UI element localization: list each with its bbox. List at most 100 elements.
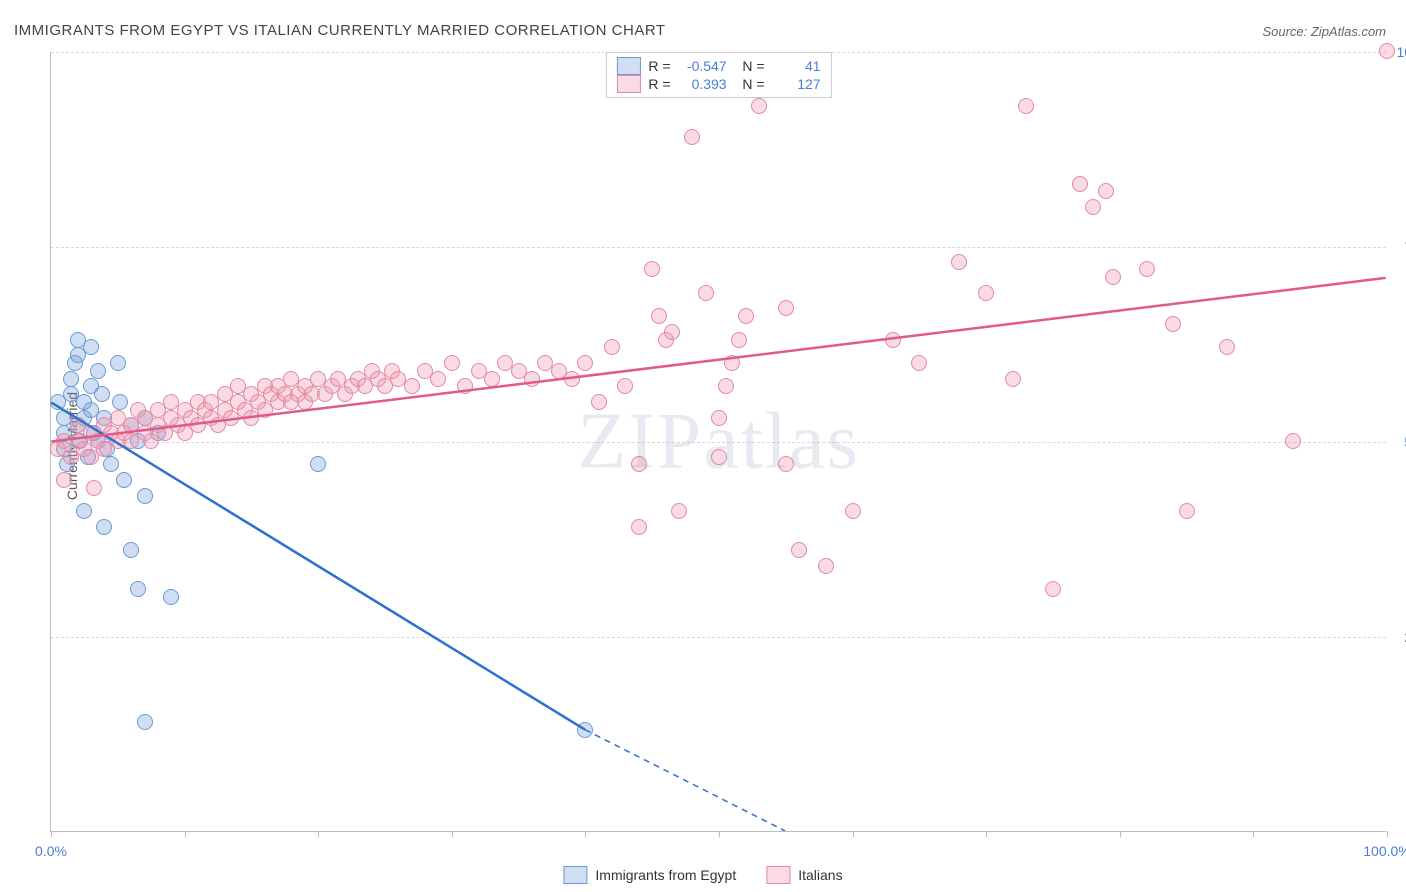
data-point: [404, 378, 420, 394]
y-tick-label: 0.0%: [1394, 824, 1406, 840]
legend-swatch: [766, 866, 790, 884]
y-tick-label: 25.0%: [1394, 629, 1406, 645]
data-point: [684, 129, 700, 145]
x-tick-mark: [51, 831, 52, 837]
x-tick-mark: [1387, 831, 1388, 837]
data-point: [1005, 371, 1021, 387]
data-point: [1098, 183, 1114, 199]
data-point: [698, 285, 714, 301]
data-point: [1105, 269, 1121, 285]
data-point: [63, 371, 79, 387]
legend-r-value: -0.547: [679, 58, 727, 74]
data-point: [644, 261, 660, 277]
gridline-h: [51, 247, 1386, 248]
data-point: [444, 355, 460, 371]
data-point: [631, 519, 647, 535]
data-point: [1139, 261, 1155, 277]
data-point: [664, 324, 680, 340]
data-point: [1285, 433, 1301, 449]
data-point: [591, 394, 607, 410]
gridline-h: [51, 442, 1386, 443]
y-tick-label: 50.0%: [1394, 434, 1406, 450]
legend-label: Immigrants from Egypt: [595, 867, 736, 883]
legend-stat-row: R =0.393 N =127: [616, 75, 820, 93]
data-point: [457, 378, 473, 394]
legend-r-value: 0.393: [679, 76, 727, 92]
x-tick-mark: [719, 831, 720, 837]
legend-label: Italians: [798, 867, 842, 883]
data-point: [83, 339, 99, 355]
data-point: [1165, 316, 1181, 332]
data-point: [123, 542, 139, 558]
data-point: [845, 503, 861, 519]
data-point: [818, 558, 834, 574]
data-point: [112, 394, 128, 410]
legend-swatch: [616, 57, 640, 75]
gridline-h: [51, 637, 1386, 638]
data-point: [604, 339, 620, 355]
x-tick-mark: [318, 831, 319, 837]
y-tick-label: 75.0%: [1394, 239, 1406, 255]
data-point: [724, 355, 740, 371]
data-point: [310, 456, 326, 472]
data-point: [110, 355, 126, 371]
x-tick-mark: [585, 831, 586, 837]
trend-line-extrapolated: [585, 730, 785, 831]
legend-item: Italians: [766, 866, 842, 884]
data-point: [56, 472, 72, 488]
x-tick-label: 0.0%: [35, 843, 67, 859]
legend-r-label: R =: [648, 58, 670, 74]
plot-area: ZIPatlas R =-0.547 N =41R =0.393 N =127 …: [50, 52, 1386, 832]
data-point: [163, 589, 179, 605]
trend-line: [51, 403, 585, 730]
legend-n-value: 127: [773, 76, 821, 92]
data-point: [76, 503, 92, 519]
data-point: [631, 456, 647, 472]
data-point: [137, 488, 153, 504]
legend-item: Immigrants from Egypt: [563, 866, 736, 884]
data-point: [711, 410, 727, 426]
data-point: [577, 722, 593, 738]
data-point: [484, 371, 500, 387]
y-tick-label: 100.0%: [1394, 44, 1406, 60]
legend-n-label: N =: [735, 58, 765, 74]
data-point: [911, 355, 927, 371]
chart-title: IMMIGRANTS FROM EGYPT VS ITALIAN CURRENT…: [14, 22, 666, 39]
data-point: [1219, 339, 1235, 355]
data-point: [96, 519, 112, 535]
data-point: [1018, 98, 1034, 114]
data-point: [103, 456, 119, 472]
data-point: [94, 386, 110, 402]
legend-stat-row: R =-0.547 N =41: [616, 57, 820, 75]
legend-swatch: [616, 75, 640, 93]
data-point: [651, 308, 667, 324]
data-point: [671, 503, 687, 519]
data-point: [731, 332, 747, 348]
data-point: [1045, 581, 1061, 597]
legend-n-label: N =: [735, 76, 765, 92]
data-point: [751, 98, 767, 114]
data-point: [577, 355, 593, 371]
data-point: [116, 472, 132, 488]
data-point: [778, 300, 794, 316]
data-point: [978, 285, 994, 301]
x-tick-mark: [452, 831, 453, 837]
legend-swatch: [563, 866, 587, 884]
data-point: [1379, 43, 1395, 59]
data-point: [430, 371, 446, 387]
data-point: [1072, 176, 1088, 192]
data-point: [738, 308, 754, 324]
data-point: [90, 363, 106, 379]
data-point: [617, 378, 633, 394]
x-tick-mark: [185, 831, 186, 837]
x-tick-mark: [1120, 831, 1121, 837]
source-attribution: Source: ZipAtlas.com: [1262, 24, 1386, 39]
x-tick-mark: [853, 831, 854, 837]
data-point: [711, 449, 727, 465]
data-point: [524, 371, 540, 387]
data-point: [1179, 503, 1195, 519]
data-point: [791, 542, 807, 558]
x-tick-mark: [986, 831, 987, 837]
x-tick-label: 100.0%: [1363, 843, 1406, 859]
data-point: [951, 254, 967, 270]
